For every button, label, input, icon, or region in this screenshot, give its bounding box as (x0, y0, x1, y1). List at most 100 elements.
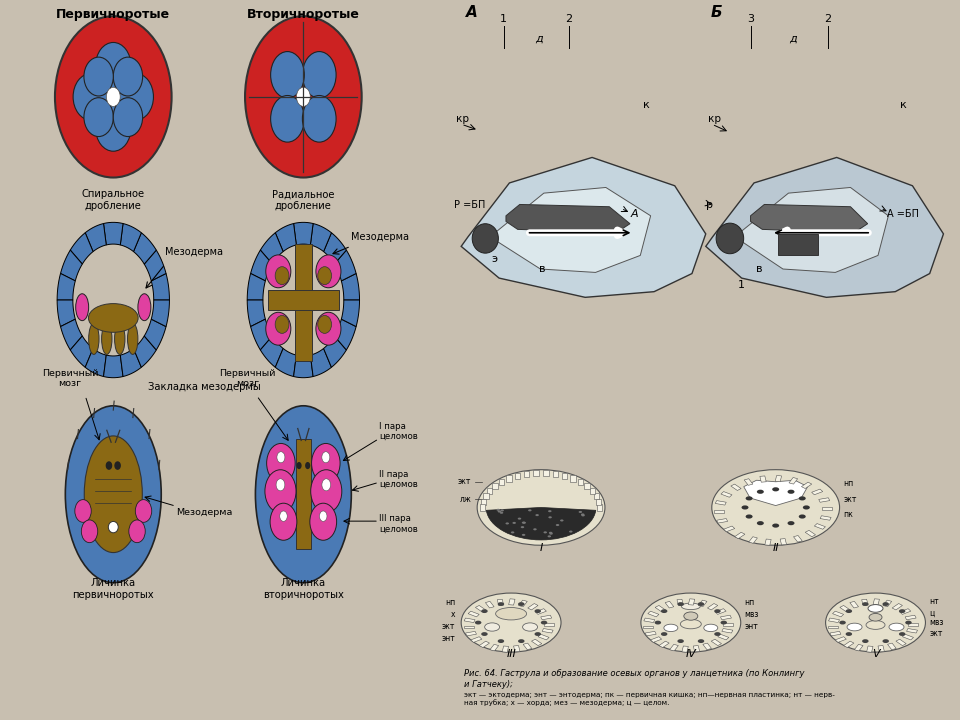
Ellipse shape (866, 621, 885, 629)
Bar (644, 618, 655, 623)
Bar (543, 469, 548, 477)
Circle shape (721, 621, 727, 624)
Circle shape (549, 532, 552, 534)
Circle shape (115, 462, 120, 469)
Polygon shape (152, 274, 170, 300)
Bar (593, 493, 599, 500)
Bar (908, 623, 918, 626)
Polygon shape (310, 348, 331, 377)
Ellipse shape (271, 96, 304, 142)
Bar (820, 516, 831, 521)
Bar (814, 523, 826, 529)
Circle shape (756, 521, 764, 525)
Bar (682, 646, 688, 652)
Bar (670, 644, 679, 651)
Bar (715, 500, 727, 505)
Bar (850, 601, 858, 608)
Bar (811, 489, 823, 495)
Bar (708, 603, 718, 610)
Text: д: д (789, 34, 797, 44)
Bar (585, 483, 589, 490)
Text: А =БП: А =БП (886, 210, 919, 220)
Circle shape (320, 511, 327, 521)
Circle shape (799, 496, 805, 500)
Text: V: V (872, 649, 879, 660)
Bar (878, 646, 884, 652)
Polygon shape (152, 300, 170, 327)
Polygon shape (461, 158, 706, 297)
Text: кр: кр (708, 114, 721, 124)
Polygon shape (736, 187, 888, 272)
Circle shape (711, 469, 840, 545)
Bar (540, 615, 552, 620)
Circle shape (839, 621, 846, 624)
Bar (789, 477, 798, 484)
Polygon shape (294, 355, 313, 378)
Bar (805, 531, 816, 536)
Text: мвз: мвз (745, 611, 759, 619)
Text: I пара
целомов: I пара целомов (379, 422, 418, 441)
Text: А: А (467, 6, 478, 20)
Ellipse shape (302, 96, 336, 142)
Polygon shape (60, 250, 83, 281)
Bar (466, 631, 476, 636)
Polygon shape (342, 274, 360, 300)
Text: р: р (706, 200, 712, 210)
Ellipse shape (65, 406, 161, 582)
Bar (514, 646, 520, 652)
Bar (464, 626, 473, 629)
Circle shape (547, 535, 551, 537)
Ellipse shape (113, 98, 143, 137)
Circle shape (548, 516, 552, 518)
Circle shape (107, 462, 111, 469)
Bar (518, 600, 527, 607)
Bar (597, 504, 602, 510)
Bar (693, 646, 700, 652)
Ellipse shape (84, 98, 113, 137)
Ellipse shape (84, 436, 142, 552)
Text: нт: нт (929, 598, 939, 606)
Text: экт: экт (844, 495, 857, 504)
Bar (543, 623, 554, 626)
Ellipse shape (113, 57, 143, 96)
Circle shape (569, 531, 572, 533)
Bar (873, 599, 879, 605)
Ellipse shape (316, 255, 341, 288)
Bar (596, 498, 601, 505)
Bar (854, 644, 863, 651)
Text: нп: нп (444, 598, 455, 608)
Bar (698, 600, 707, 607)
Bar (479, 641, 490, 647)
Circle shape (581, 513, 585, 516)
Text: 3: 3 (747, 14, 755, 24)
Polygon shape (133, 336, 156, 367)
Bar (553, 471, 558, 477)
Text: экт — эктодерма; энт — энтодерма; пк — первичная кишка; нп—нервная пластинка; нт: экт — эктодерма; энт — энтодерма; пк — п… (464, 692, 834, 706)
Bar (749, 536, 757, 544)
Bar (711, 639, 722, 646)
Circle shape (481, 609, 488, 613)
Text: нп: нп (745, 598, 755, 608)
Text: Мезодерма: Мезодерма (176, 508, 232, 517)
Polygon shape (506, 204, 630, 233)
Bar (888, 643, 897, 649)
Text: IV: IV (685, 649, 696, 660)
Circle shape (799, 515, 805, 518)
Circle shape (265, 469, 296, 513)
Text: Первичный
мозг: Первичный мозг (219, 369, 276, 389)
Bar (665, 601, 674, 608)
Ellipse shape (96, 104, 131, 151)
Circle shape (862, 602, 869, 606)
Text: 1: 1 (500, 14, 507, 24)
Circle shape (245, 16, 362, 178)
Bar (892, 603, 902, 610)
Circle shape (846, 632, 852, 636)
Ellipse shape (495, 608, 527, 620)
Text: Первичноротые: Первичноротые (57, 9, 170, 22)
Bar (648, 611, 659, 617)
Bar (760, 476, 766, 482)
Polygon shape (85, 348, 107, 377)
Circle shape (528, 509, 532, 511)
Bar (655, 606, 665, 612)
Circle shape (698, 639, 705, 643)
